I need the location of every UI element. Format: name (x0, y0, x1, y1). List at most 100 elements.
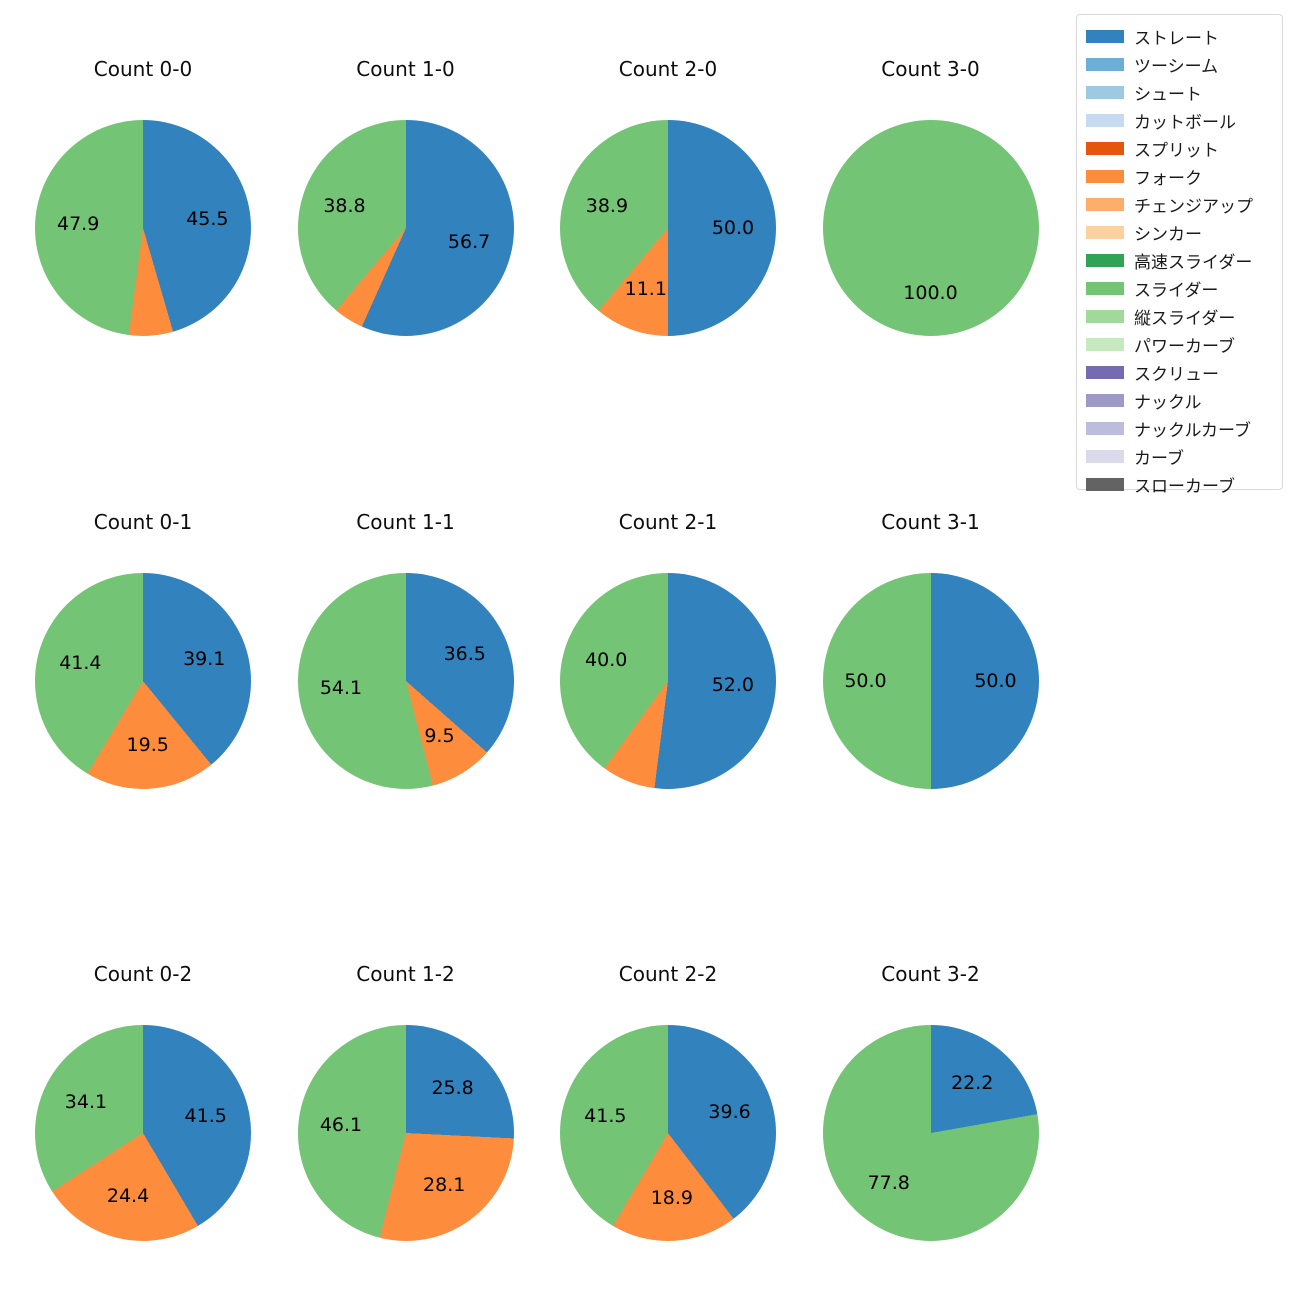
pie-percent-label: 18.9 (650, 1186, 694, 1209)
legend-item: ナックルカーブ (1086, 414, 1282, 442)
chart-title: Count 0-0 (93, 57, 193, 81)
legend-label: フォーク (1134, 168, 1202, 189)
pie-percent-label: 56.7 (447, 230, 491, 253)
pie-count-3-1 (822, 572, 1039, 789)
legend-label: チェンジアップ (1134, 196, 1253, 217)
chart-title: Count 1-1 (356, 509, 455, 534)
pie-percent-label: 40.0 (585, 649, 628, 672)
legend-swatch-icon (1086, 169, 1124, 183)
pie-percent-label: 41.5 (184, 1104, 227, 1127)
legend-swatch-icon (1086, 29, 1124, 43)
legend-item: カットボール (1086, 106, 1282, 134)
legend-swatch-icon (1086, 57, 1124, 71)
legend-item: カーブ (1086, 442, 1282, 470)
legend-item: チェンジアップ (1086, 190, 1282, 218)
legend-swatch-icon (1086, 113, 1124, 127)
legend-item: ストレート (1086, 22, 1282, 50)
pie-count-1-1 (297, 572, 514, 789)
pie-percent-label: 34.1 (64, 1090, 108, 1113)
legend-swatch-icon (1086, 253, 1124, 267)
pie-percent-label: 50.0 (844, 669, 887, 692)
chart-title: Count 3-0 (881, 57, 980, 81)
legend-label: ナックルカーブ (1134, 420, 1251, 441)
legend-swatch-icon (1086, 141, 1124, 155)
pie-count-1-2 (297, 1025, 514, 1241)
pie-percent-label: 45.5 (186, 207, 229, 230)
legend-label: ナックル (1134, 392, 1202, 413)
pie-percent-label: 41.5 (584, 1104, 627, 1127)
legend-label: パワーカーブ (1134, 336, 1235, 357)
pie-count-1-0 (297, 120, 514, 336)
legend-item: スクリュー (1086, 358, 1282, 386)
pie-percent-label: 50.0 (711, 217, 755, 239)
pie-percent-label: 24.4 (106, 1185, 150, 1208)
legend-label: スローカーブ (1134, 476, 1235, 497)
chart-title: Count 2-1 (618, 509, 718, 534)
legend-swatch-icon (1086, 337, 1124, 351)
pie-percent-label: 11.1 (624, 278, 667, 301)
pie-count-0-2 (35, 1025, 251, 1241)
pie-percent-label: 47.9 (56, 212, 100, 235)
pie-percent-label: 50.0 (974, 669, 1017, 692)
legend-label: シンカー (1134, 224, 1202, 245)
pie-count-2-2 (560, 1025, 776, 1241)
legend-item: 縦スライダー (1086, 302, 1282, 330)
legend-label: ツーシーム (1134, 56, 1219, 77)
legend-label: スライダー (1134, 280, 1219, 301)
pie-percent-label: 39.1 (183, 647, 226, 670)
pie-percent-label: 25.8 (431, 1077, 474, 1100)
pie-count-2-0 (560, 120, 776, 336)
pie-percent-label: 46.1 (319, 1114, 363, 1137)
legend-swatch-icon (1086, 281, 1124, 295)
legend-item: ツーシーム (1086, 50, 1282, 78)
pie-percent-label: 38.9 (585, 194, 629, 217)
legend-item: パワーカーブ (1086, 330, 1282, 358)
legend-item: スローカーブ (1086, 470, 1282, 498)
pie-percent-label: 54.1 (319, 677, 363, 700)
chart-title: Count 2-0 (618, 57, 718, 81)
chart-title: Count 2-2 (618, 962, 718, 986)
legend-item: スライダー (1086, 274, 1282, 302)
legend-swatch-icon (1086, 421, 1124, 435)
legend-item: シュート (1086, 78, 1282, 106)
legend-label: ストレート (1134, 28, 1219, 49)
legend-label: 高速スライダー (1134, 252, 1253, 273)
chart-title: Count 0-2 (93, 962, 193, 986)
legend-item: フォーク (1086, 162, 1282, 190)
legend-label: シュート (1134, 84, 1202, 105)
legend: ストレートツーシームシュートカットボール スプリットフォークチェンジアップ シンカー… (1076, 14, 1283, 497)
pie-count-3-2 (822, 1025, 1039, 1241)
pie-percent-label: 22.2 (951, 1072, 994, 1095)
legend-swatch-icon (1086, 309, 1124, 323)
pie-percent-label: 19.5 (126, 734, 169, 757)
legend-swatch-icon (1086, 85, 1124, 99)
pie-count-2-1 (560, 572, 776, 789)
legend-label: スプリット (1134, 140, 1219, 161)
legend-item: ナックル (1086, 386, 1282, 414)
pie-percent-label: 41.4 (59, 652, 102, 675)
pie-percent-label: 39.6 (708, 1101, 751, 1124)
pie-percent-label: 100.0 (903, 282, 958, 304)
pie-count-0-0 (35, 120, 251, 336)
pie-percent-label: 38.8 (323, 194, 366, 217)
legend-swatch-icon (1086, 477, 1124, 491)
legend-item: シンカー (1086, 218, 1282, 246)
legend-label: 縦スライダー (1134, 308, 1236, 329)
chart-title: Count 1-2 (356, 962, 455, 986)
legend-swatch-icon (1086, 393, 1124, 407)
pie-percent-label: 77.8 (867, 1171, 910, 1194)
legend-label: カットボール (1134, 112, 1236, 133)
pie-count-3-0 (822, 120, 1039, 336)
pie-percent-label: 28.1 (423, 1174, 466, 1197)
pie-count-0-1 (35, 572, 251, 789)
legend-label: カーブ (1134, 448, 1184, 469)
pie-percent-label: 36.5 (443, 642, 486, 665)
chart-title: Count 3-2 (881, 962, 980, 986)
chart-title: Count 1-0 (356, 57, 455, 81)
legend-swatch-icon (1086, 365, 1124, 379)
legend-label: スクリュー (1134, 364, 1219, 385)
chart-title: Count 3-1 (881, 509, 980, 534)
legend-swatch-icon (1086, 449, 1124, 463)
legend-swatch-icon (1086, 197, 1124, 211)
